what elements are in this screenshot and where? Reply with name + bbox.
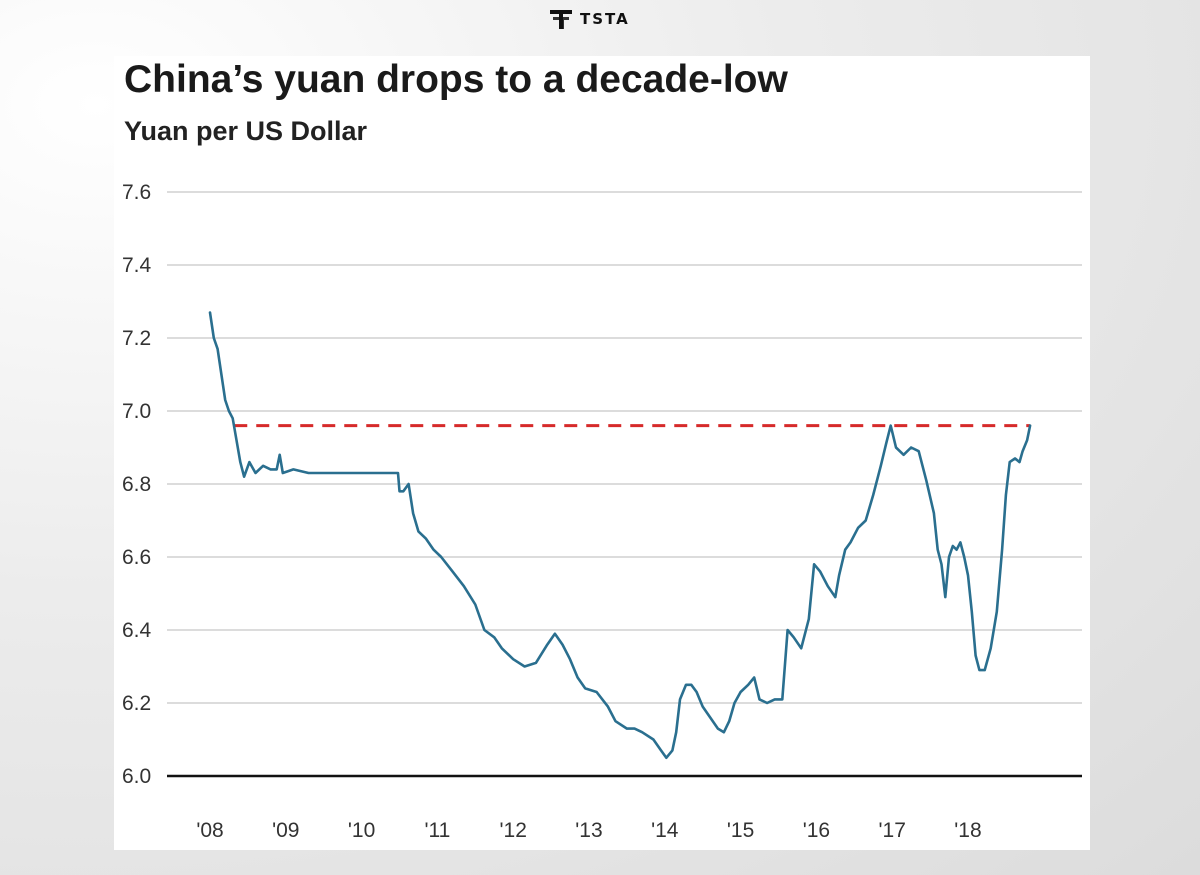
series-line-yuan-per-usd [208,311,1032,760]
brand-logo: TSTA [548,4,630,34]
x-tick-label: '09 [272,819,299,842]
x-tick-label: '13 [575,819,602,842]
grid-lines [167,191,1082,704]
y-tick-label: 6.6 [122,546,151,569]
x-tick-label: '12 [500,819,527,842]
x-axis-ticks: '08 '09 '10 '11 '12 '13 '14 '15 '16 '17 '18 [196,819,981,842]
y-axis-ticks: 7.6 7.4 7.2 7.0 6.8 6.6 6.4 6.2 6.0 [122,181,152,788]
y-tick-label: 6.4 [122,619,152,642]
y-tick-label: 6.8 [122,473,151,496]
y-tick-label: 7.4 [122,254,152,277]
x-tick-label: '17 [879,819,906,842]
series-layer [208,311,1032,760]
x-tick-label: '11 [424,819,450,842]
x-tick-label: '15 [727,819,754,842]
x-tick-label: '16 [803,819,830,842]
x-tick-label: '10 [348,819,375,842]
y-tick-label: 6.2 [122,692,151,715]
x-tick-label: '18 [954,819,981,842]
y-tick-label: 7.6 [122,181,151,204]
y-tick-label: 7.0 [122,400,151,423]
tsta-logo-icon [550,10,572,29]
x-tick-label: '08 [196,819,223,842]
chart-card [114,56,1090,850]
brand-name: TSTA [580,10,630,28]
y-tick-label: 6.0 [122,765,151,788]
x-tick-label: '14 [651,819,679,842]
y-tick-label: 7.2 [122,327,151,350]
chart-subtitle: Yuan per US Dollar [124,116,368,146]
chart-title: China’s yuan drops to a decade-low [124,58,788,101]
